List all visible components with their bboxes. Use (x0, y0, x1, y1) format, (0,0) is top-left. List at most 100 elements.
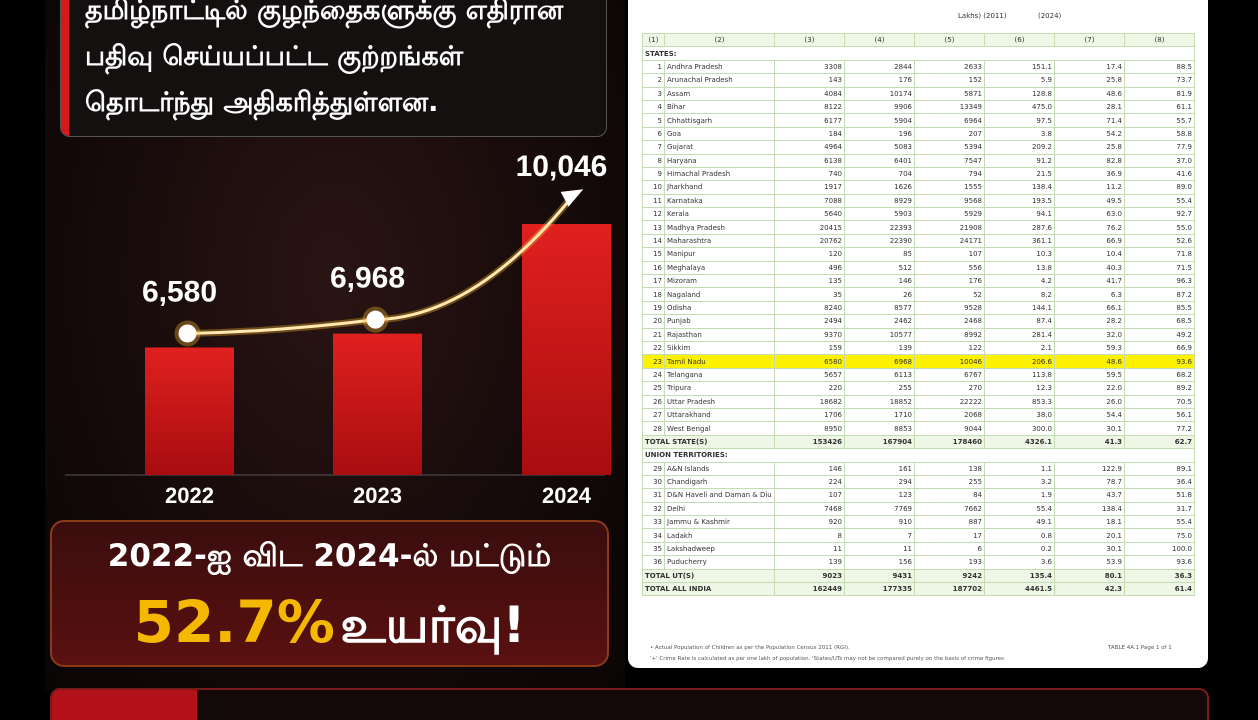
table-row: 35 Lakshadweep 11 11 6 0.2 30.1 100.0 (642, 541, 1195, 557)
table-cell: 5871 (914, 86, 985, 101)
table-row: 19 Odisha 8240 8577 9528 144.1 66.1 85.5 (642, 300, 1195, 316)
table-cell: 71.4 (1054, 113, 1125, 128)
table-cell: 52 (914, 287, 985, 302)
table-cell: 8577 (844, 300, 915, 316)
table-cell: 22 (642, 340, 665, 356)
table-row: 15 Manipur 120 85 107 10.3 10.4 71.8 (642, 247, 1195, 262)
crime-table: (1) (2) (3) (4) (5) (6) (7) (8) STATES: 1 Andhra P… (642, 32, 1195, 597)
table-cell: 77.2 (1124, 421, 1195, 436)
table-cell: 7 (642, 140, 665, 155)
footnote: • Actual Population of Children as per t… (650, 645, 850, 651)
table-cell: 15 (642, 247, 665, 262)
table-cell: 8853 (844, 421, 915, 436)
table-cell: 91.2 (984, 153, 1055, 168)
table-cell: 89.0 (1124, 180, 1195, 195)
table-cell: 20.1 (1054, 528, 1125, 543)
table-cell: 41.3 (1054, 434, 1125, 450)
table-cell: 255 (844, 381, 915, 396)
callout-highlight: 52.7% உயர்வு! (52, 588, 607, 661)
table-cell: 122 (914, 340, 985, 356)
table-cell: 3.8 (984, 126, 1055, 142)
table-cell: 153426 (774, 434, 845, 450)
table-cell: 224 (774, 474, 845, 490)
table-cell: 56.1 (1124, 407, 1195, 423)
table-cell: 82.8 (1054, 153, 1125, 168)
column-number: (3) (774, 32, 845, 48)
table-cell: 71.8 (1124, 247, 1195, 262)
table-cell: STATES: (642, 46, 1195, 61)
table-cell: 55.4 (984, 501, 1055, 517)
table-cell: 42.3 (1054, 582, 1125, 597)
table-cell: Telangana (664, 367, 775, 383)
table-cell: 18852 (844, 394, 915, 409)
table-cell: 138.4 (984, 180, 1055, 195)
table-cell: 73.7 (1124, 73, 1195, 88)
table-cell: Gujarat (664, 140, 775, 155)
table-cell: 6964 (914, 113, 985, 128)
table-cell: TOTAL UT(S) (642, 568, 775, 584)
table-cell: 2 (642, 73, 665, 88)
table-cell: 704 (844, 166, 915, 182)
table-cell: 2068 (914, 407, 985, 423)
table-cell: 80.1 (1054, 568, 1125, 584)
table-cell: 55.0 (1124, 220, 1195, 235)
table-cell: 300.0 (984, 421, 1055, 436)
table-cell: 512 (844, 260, 915, 276)
table-cell: Andhra Pradesh (664, 59, 775, 75)
table-cell: 138.4 (1054, 501, 1125, 517)
table-cell: 740 (774, 166, 845, 182)
table-cell: 26.0 (1054, 394, 1125, 409)
table-cell: 8240 (774, 300, 845, 316)
table-cell: 13.8 (984, 260, 1055, 276)
table-cell: Kerala (664, 207, 775, 222)
headline-line: தமிழ்நாட்டில் குழந்தைகளுக்கு எதிரான (85, 0, 564, 26)
table-cell: 59.5 (1054, 367, 1125, 383)
table-row: 36 Puducherry 139 156 193 3.6 53.9 93.6 (642, 555, 1195, 570)
x-tick-label: 2024 (542, 483, 592, 508)
table-row: 34 Ladakh 8 7 17 0.8 20.1 75.0 (642, 528, 1195, 543)
table-cell: 220 (774, 381, 845, 396)
table-cell: 139 (774, 555, 845, 570)
table-cell: 76.2 (1054, 220, 1125, 235)
table-cell: 9044 (914, 421, 985, 436)
table-cell: 6177 (774, 113, 845, 128)
table-cell: 206.6 (984, 354, 1055, 369)
table-cell: Goa (664, 126, 775, 142)
table-cell: 0.8 (984, 528, 1055, 543)
table-cell: 4326.1 (984, 434, 1055, 450)
table-reference: TABLE 4A.1 Page 1 of 1 (1108, 645, 1172, 651)
callout-percent: 52.7% (133, 588, 335, 656)
table-cell: 23 (642, 354, 665, 369)
bar-chart: 2022 6,580 2023 6,968 2024 10,046 (65, 150, 611, 508)
table-cell: 122.9 (1054, 461, 1125, 476)
table-cell: 12 (642, 207, 665, 222)
callout-box: 2022-ஐ விட 2024-ல் மட்டும் 52.7% உயர்வு! (50, 520, 609, 667)
table-row: 32 Delhi 7468 7769 7662 55.4 138.4 31.7 (642, 501, 1195, 517)
table-cell: 107 (914, 247, 985, 262)
table-cell: 193 (914, 555, 985, 570)
table-cell: 20762 (774, 233, 845, 249)
table-cell: 61.4 (1124, 582, 1195, 597)
table-cell: 84 (914, 488, 985, 503)
table-cell: 135.4 (984, 568, 1055, 584)
table-cell: 53.9 (1054, 555, 1125, 570)
table-cell: 294 (844, 474, 915, 490)
table-cell: 361.1 (984, 233, 1055, 249)
table-row: 26 Uttar Pradesh 18682 18852 22222 853.3 26.0 7… (642, 394, 1195, 409)
table-cell: Lakshadweep (664, 541, 775, 557)
table-cell: 66.9 (1054, 233, 1125, 249)
table-cell: A&N Islands (664, 461, 775, 476)
table-cell: 66.9 (1124, 340, 1195, 356)
table-cell: 87.4 (984, 314, 1055, 329)
table-panel: Lakhs) (2011) (2024) (1) (2) (3) (4) (5) (6)(… (628, 0, 1208, 668)
table-row: 33 Jammu & Kashmir 920 910 887 49.1 18.1 55.4 (642, 515, 1195, 530)
table-cell: 30.1 (1054, 541, 1125, 557)
table-cell: Tamil Nadu (664, 354, 775, 369)
table-row: 24 Telangana 5657 6113 6767 113.8 59.5 68.2 (642, 367, 1195, 383)
table-cell: 5903 (844, 207, 915, 222)
table-cell: 167904 (844, 434, 915, 450)
table-cell: 5929 (914, 207, 985, 222)
column-number: (8) (1124, 32, 1195, 48)
table-row: 23 Tamil Nadu 6580 6968 10046 206.6 48.6 93.6 (642, 354, 1195, 369)
total-row: TOTAL STATE(S) 153426 167904 178460 4326.1 41… (642, 434, 1195, 450)
